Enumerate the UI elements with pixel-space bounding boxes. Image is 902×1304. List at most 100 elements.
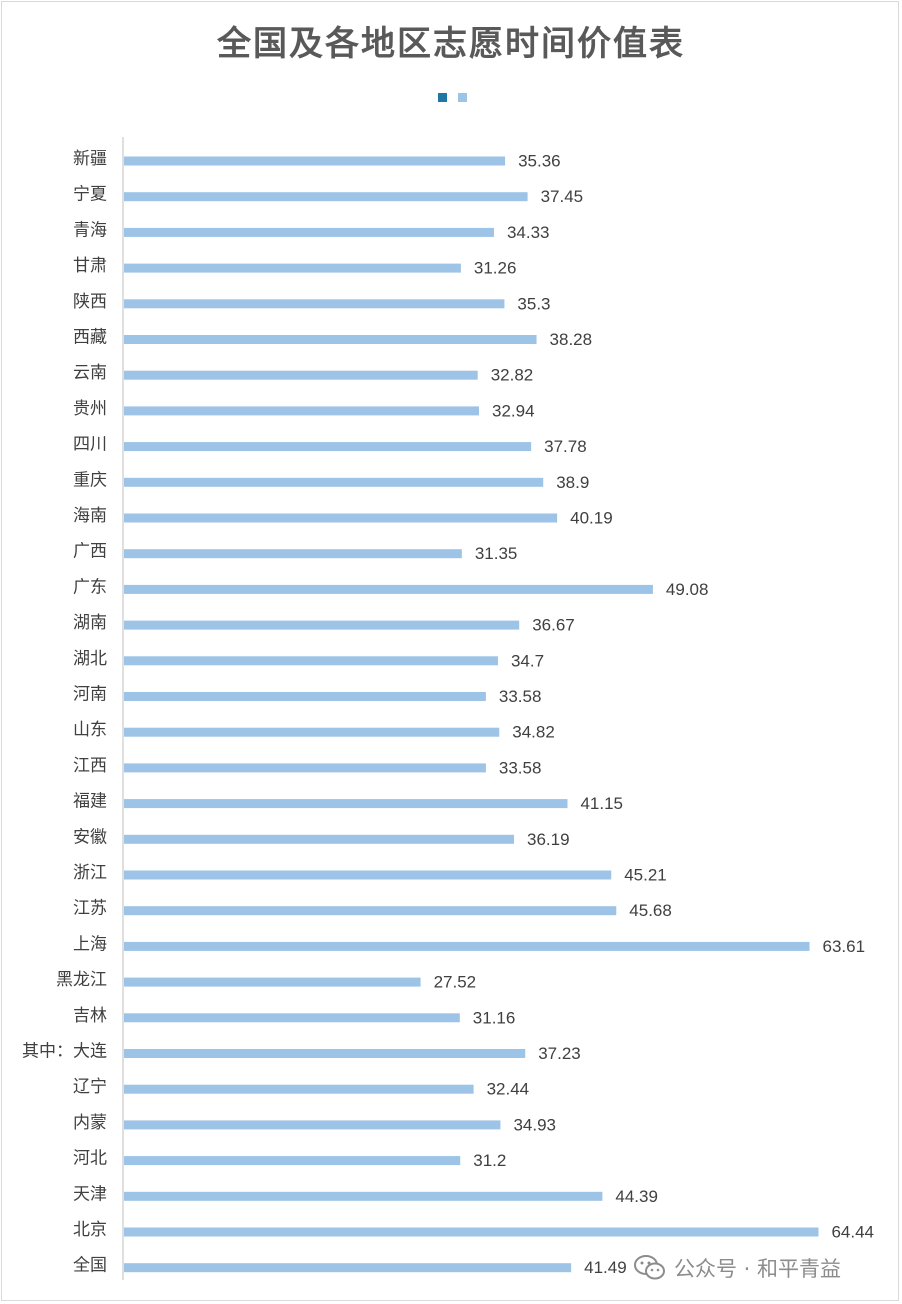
category-label: 浙江 [73, 863, 107, 883]
category-label: 贵州 [73, 399, 107, 419]
chart-title: 全国及各地区志愿时间价值表 [217, 24, 685, 64]
bar [124, 549, 462, 559]
bar [124, 1013, 460, 1023]
bar [124, 406, 479, 416]
bar [124, 299, 505, 309]
data-label: 63.61 [823, 937, 866, 956]
bar [124, 584, 653, 594]
bar [124, 1120, 501, 1130]
category-label: 云南 [73, 363, 107, 383]
data-label: 34.82 [512, 723, 555, 742]
data-label: 35.36 [518, 151, 561, 170]
category-label: 吉林 [73, 1006, 107, 1026]
bar [124, 263, 461, 273]
bar [124, 370, 478, 380]
bar [124, 1263, 572, 1273]
bar [124, 977, 421, 987]
category-label: 青海 [73, 220, 107, 240]
category-label: 西藏 [73, 328, 107, 348]
category-label: 安徽 [73, 827, 107, 847]
bar [124, 834, 515, 844]
category-label: 江西 [73, 756, 107, 776]
category-label: 广东 [73, 577, 107, 597]
category-label: 河南 [73, 685, 107, 705]
data-label: 31.16 [473, 1008, 516, 1027]
chart-legend [0, 92, 902, 104]
data-label: 34.7 [511, 651, 544, 670]
bar [124, 1156, 461, 1166]
category-label: 内蒙 [73, 1113, 107, 1133]
category-label: 山东 [73, 720, 107, 740]
bar [124, 227, 494, 237]
bar [124, 1227, 819, 1237]
category-label: 天津 [73, 1184, 107, 1204]
data-label: 35.3 [517, 294, 550, 313]
data-label: 36.19 [527, 830, 570, 849]
category-label: 重庆 [73, 470, 107, 490]
data-label: 33.58 [499, 687, 542, 706]
bar [124, 335, 537, 344]
bar [124, 727, 500, 737]
bar [124, 192, 528, 202]
data-label: 27.52 [434, 973, 477, 992]
bar [124, 941, 810, 951]
category-label: 湖南 [73, 613, 107, 633]
bar [124, 1049, 526, 1058]
watermark-text: 公众号 · 和平青益 [674, 1257, 842, 1281]
data-label: 32.82 [491, 366, 534, 385]
bar [124, 1084, 474, 1094]
category-label: 辽宁 [73, 1077, 107, 1097]
data-label: 37.45 [541, 187, 584, 206]
data-label: 44.39 [615, 1187, 658, 1206]
data-label: 45.21 [624, 865, 667, 884]
data-label: 40.19 [570, 508, 613, 527]
category-label: 广西 [73, 542, 107, 562]
bar [124, 513, 558, 523]
bar [124, 692, 486, 701]
bar [124, 1191, 603, 1201]
bar [124, 442, 532, 452]
category-label: 宁夏 [73, 185, 107, 205]
watermark: 公众号 · 和平青益 [634, 1252, 841, 1284]
bar [124, 477, 544, 487]
category-label: 新疆 [73, 149, 107, 169]
data-label: 31.2 [473, 1151, 506, 1170]
data-label: 32.94 [492, 401, 535, 420]
data-label: 45.68 [629, 901, 672, 920]
data-label: 38.9 [556, 473, 589, 492]
category-label: 四川 [73, 435, 107, 455]
bar [124, 799, 568, 809]
bar [124, 156, 506, 166]
category-label: 甘肃 [73, 256, 107, 276]
bar [124, 906, 617, 916]
category-label: 北京 [73, 1220, 107, 1240]
category-label: 上海 [73, 934, 107, 954]
category-label: 全国 [73, 1256, 107, 1276]
category-label: 黑龙江 [56, 970, 107, 990]
data-label: 31.26 [474, 259, 517, 278]
data-label: 32.44 [487, 1080, 530, 1099]
category-label: 河北 [73, 1149, 107, 1169]
category-label: 福建 [73, 792, 107, 812]
legend-swatch-1 [438, 93, 447, 102]
category-label: 湖北 [73, 649, 107, 669]
category-label: 其中：大连 [22, 1042, 107, 1062]
bar [124, 620, 520, 630]
data-label: 41.15 [580, 794, 623, 813]
bar [124, 870, 612, 880]
data-label: 49.08 [666, 580, 709, 599]
data-label: 31.35 [475, 544, 518, 563]
data-label: 34.33 [507, 223, 550, 242]
wechat-icon [634, 1255, 665, 1280]
data-label: 37.78 [544, 437, 587, 456]
category-label: 陕西 [73, 292, 107, 312]
data-label: 34.93 [513, 1115, 556, 1134]
data-label: 36.67 [532, 616, 575, 635]
data-label: 37.23 [538, 1044, 581, 1063]
data-label: 41.49 [584, 1258, 627, 1277]
category-label: 海南 [73, 506, 107, 526]
legend-swatch-2 [458, 93, 467, 102]
data-label: 64.44 [831, 1222, 874, 1241]
